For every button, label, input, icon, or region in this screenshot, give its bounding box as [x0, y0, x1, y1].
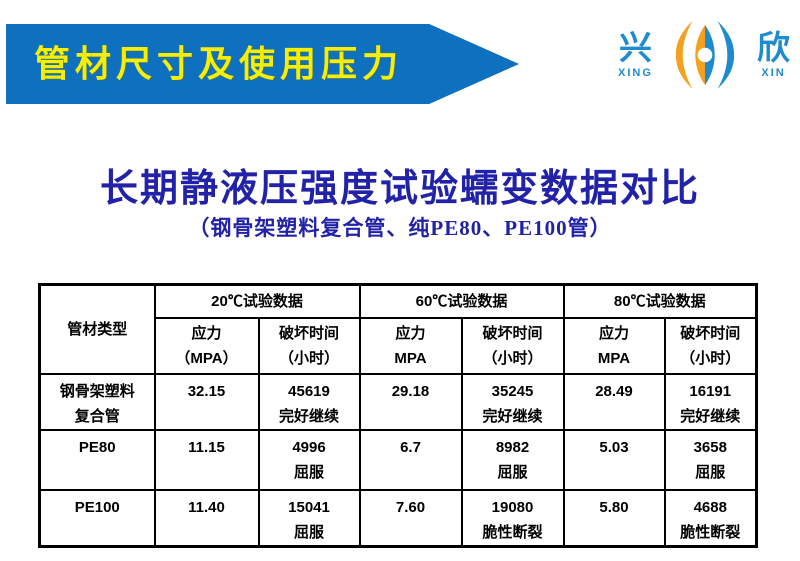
header-time-80c: 破坏时间 （小时）: [663, 316, 758, 375]
cell-stress-60c: 7.60: [358, 488, 463, 547]
cell-stress-20c: 32.15: [153, 372, 260, 431]
table-header-row-groups: 管材类型 20℃试验数据 60℃试验数据 80℃试验数据: [38, 283, 758, 375]
table-row-pe100: PE100 11.40 15041 屈服 7.60 19080 脆性断裂 5.8…: [38, 488, 758, 547]
cell-pipe-type: 钢骨架塑料 复合管: [38, 372, 156, 431]
banner-title: 管材尺寸及使用压力: [34, 43, 404, 84]
creep-data-table: 管材类型 20℃试验数据 60℃试验数据 80℃试验数据 应力 （MPA） 破坏…: [38, 283, 758, 548]
cell-stress-80c: 5.03: [562, 428, 666, 491]
cell-stress-80c: 28.49: [562, 372, 666, 431]
cell-stress-60c: 6.7: [358, 428, 463, 491]
cell-time-60c: 19080 脆性断裂: [460, 488, 565, 547]
cell-time-80c: 3658 屈服: [663, 428, 758, 491]
cell-time-80c: 4688 脆性断裂: [663, 488, 758, 547]
cell-time-80c: 16191 完好继续: [663, 372, 758, 431]
cell-time-20c: 45619 完好继续: [257, 372, 361, 431]
section-banner-arrow: 管材尺寸及使用压力: [6, 24, 519, 104]
logo-mark-icon: [675, 21, 735, 89]
cell-stress-20c: 11.40: [153, 488, 260, 547]
logo-sub-xin: XIN: [761, 67, 786, 79]
header-stress-80c: 应力 MPA: [562, 316, 666, 375]
header-stress-60c: 应力 MPA: [358, 316, 463, 375]
header-time-20c: 破坏时间 （小时）: [257, 316, 361, 375]
header-group-20c: 20℃试验数据: [153, 283, 361, 319]
header-time-60c: 破坏时间 （小时）: [460, 316, 565, 375]
header-pipe-type: 管材类型: [38, 283, 156, 375]
logo-left-text: 兴 XING: [618, 31, 653, 79]
slide-subtitle: （钢骨架塑料复合管、纯PE80、PE100管）: [188, 216, 612, 240]
slide-title: 长期静液压强度试验蠕变数据对比: [99, 168, 700, 210]
header-group-60c: 60℃试验数据: [358, 283, 565, 319]
logo-char-xin: 欣: [757, 29, 790, 66]
cell-stress-60c: 29.18: [358, 372, 463, 431]
cell-pipe-type: PE80: [38, 428, 156, 491]
table-row-composite-pipe: 钢骨架塑料 复合管 32.15 45619 完好继续 29.18 35245 完…: [38, 372, 758, 431]
cell-stress-80c: 5.80: [562, 488, 666, 547]
header-stress-20c: 应力 （MPA）: [153, 316, 260, 375]
logo-char-xing: 兴: [618, 29, 652, 66]
cell-time-20c: 15041 屈服: [257, 488, 361, 547]
logo-sub-xing: XING: [618, 67, 653, 79]
cell-stress-20c: 11.15: [153, 428, 260, 491]
header-group-80c: 80℃试验数据: [562, 283, 758, 319]
cell-pipe-type: PE100: [38, 488, 156, 547]
cell-time-20c: 4996 屈服: [257, 428, 361, 491]
cell-time-60c: 8982 屈服: [460, 428, 565, 491]
table-header-row-sub: 应力 （MPA） 破坏时间 （小时） 应力 MPA 破坏时间 （小时） 应力 M…: [40, 316, 758, 375]
cell-time-60c: 35245 完好继续: [460, 372, 565, 431]
company-logo: 兴 XING 欣 XIN: [618, 16, 790, 94]
table-row-pe80: PE80 11.15 4996 屈服 6.7 8982 屈服 5.03 3658…: [38, 428, 758, 491]
logo-right-text: 欣 XIN: [757, 31, 790, 79]
